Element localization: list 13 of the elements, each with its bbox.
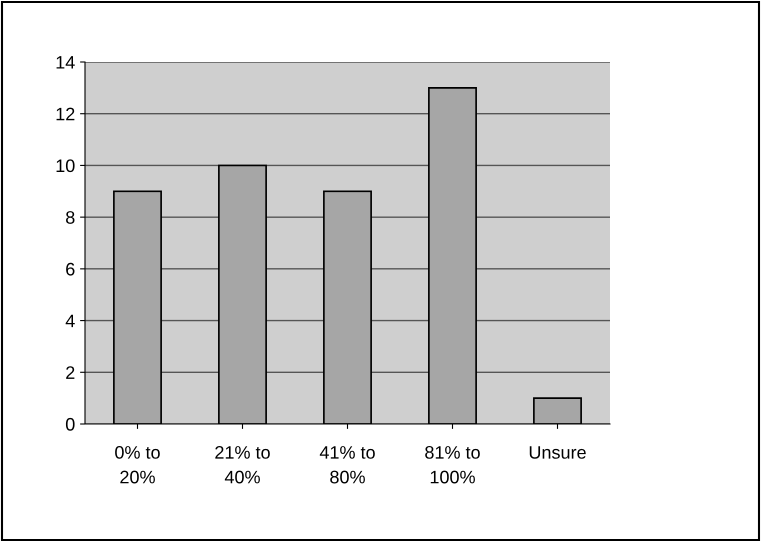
y-tick-label: 6 bbox=[66, 262, 74, 276]
y-tick-label: 12 bbox=[56, 108, 74, 120]
x-tick-label: 81% to 100% bbox=[425, 446, 480, 484]
x-tick-label: 41% to 80% bbox=[320, 446, 375, 484]
y-tick-label: 10 bbox=[56, 159, 75, 172]
y-tick-label: 0 bbox=[66, 418, 75, 431]
y-tick-label: 14 bbox=[56, 56, 75, 69]
x-tick-label: 21% to 40% bbox=[215, 446, 270, 484]
x-tick-label: Unsure bbox=[530, 446, 586, 459]
y-tick-label: 8 bbox=[66, 211, 74, 224]
y-tick-label: 2 bbox=[66, 366, 74, 379]
x-tick-label: 0% to 20% bbox=[115, 446, 160, 484]
y-tick-label: 4 bbox=[66, 314, 75, 328]
